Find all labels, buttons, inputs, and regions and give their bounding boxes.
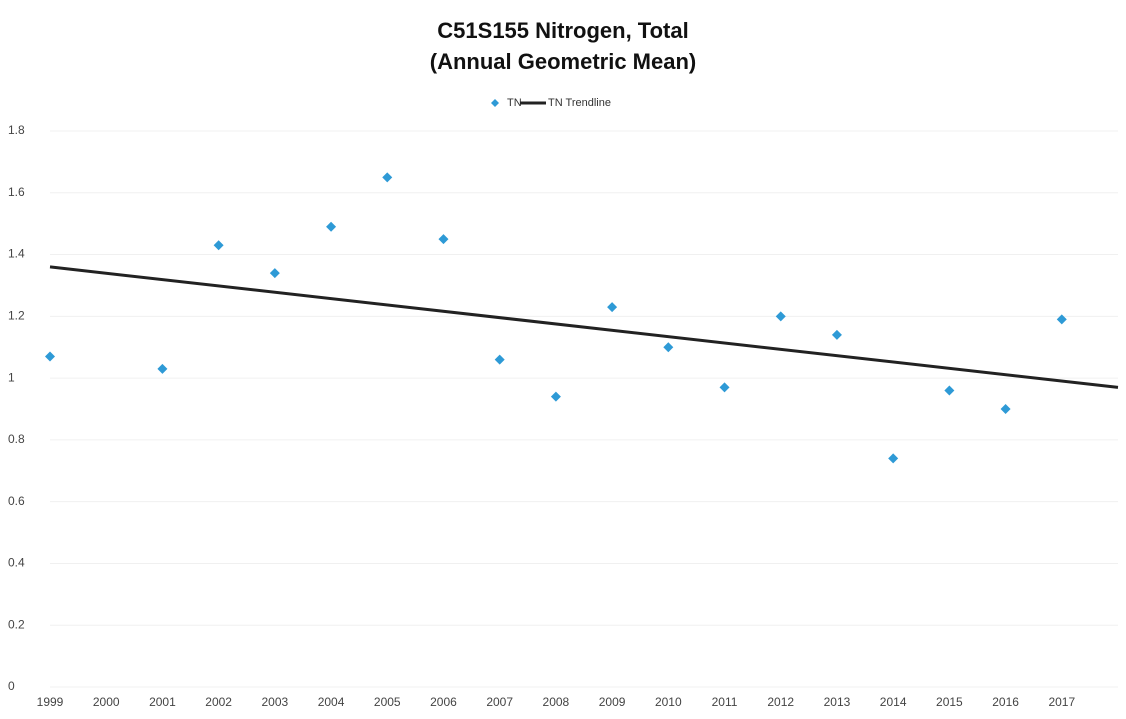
chart-subtitle: (Annual Geometric Mean) (430, 49, 696, 74)
data-point (382, 172, 393, 183)
y-tick-label: 1.2 (8, 309, 25, 323)
x-tick-label: 2010 (655, 695, 682, 709)
data-point (269, 268, 280, 279)
x-tick-label: 2016 (992, 695, 1019, 709)
data-point (944, 385, 955, 396)
x-tick-label: 2011 (712, 695, 738, 709)
data-point (607, 302, 618, 313)
data-point (775, 311, 786, 322)
y-tick-label: 1 (8, 370, 15, 384)
x-tick-label: 2001 (149, 695, 176, 709)
data-point (831, 329, 842, 340)
data-point (1000, 404, 1011, 414)
data-point (326, 221, 337, 232)
data-point (719, 382, 730, 393)
trendline (49, 265, 1119, 389)
y-tick-label: 0.8 (8, 432, 25, 446)
data-point (550, 391, 561, 402)
data-point (45, 351, 55, 362)
x-tick-label: 2017 (1048, 695, 1075, 709)
data-point (888, 453, 899, 464)
x-tick-label: 2004 (318, 695, 345, 709)
x-tick-label: 2015 (936, 695, 963, 709)
legend-marker (491, 99, 499, 107)
data-point (213, 240, 224, 251)
data-point (157, 363, 168, 374)
x-tick-label: 2007 (486, 695, 513, 709)
data-point (1056, 314, 1067, 325)
x-tick-label: 1999 (37, 695, 64, 709)
x-tick-label: 2006 (430, 695, 457, 709)
x-tick-label: 2005 (374, 695, 401, 709)
x-tick-label: 2009 (599, 695, 626, 709)
y-tick-label: 1.8 (8, 123, 25, 137)
y-tick-label: 0.6 (8, 494, 25, 508)
y-tick-label: 0.2 (8, 617, 25, 631)
legend-label: TN (507, 97, 522, 109)
data-point (494, 354, 505, 365)
x-tick-label: 2013 (824, 695, 851, 709)
x-tick-label: 2003 (261, 695, 288, 709)
data-point (438, 234, 449, 245)
y-tick-label: 0 (8, 679, 15, 693)
data-point (663, 342, 674, 353)
legend-label: TN Trendline (548, 97, 611, 109)
chart-title: C51S155 Nitrogen, Total (437, 18, 688, 43)
x-tick-label: 2000 (93, 695, 120, 709)
x-tick-label: 2002 (205, 695, 232, 709)
x-tick-label: 2012 (767, 695, 794, 709)
y-tick-label: 1.6 (8, 185, 25, 199)
y-tick-label: 0.4 (8, 556, 25, 570)
x-tick-label: 2008 (543, 695, 570, 709)
x-tick-label: 2014 (880, 695, 907, 709)
y-tick-label: 1.4 (8, 247, 25, 261)
